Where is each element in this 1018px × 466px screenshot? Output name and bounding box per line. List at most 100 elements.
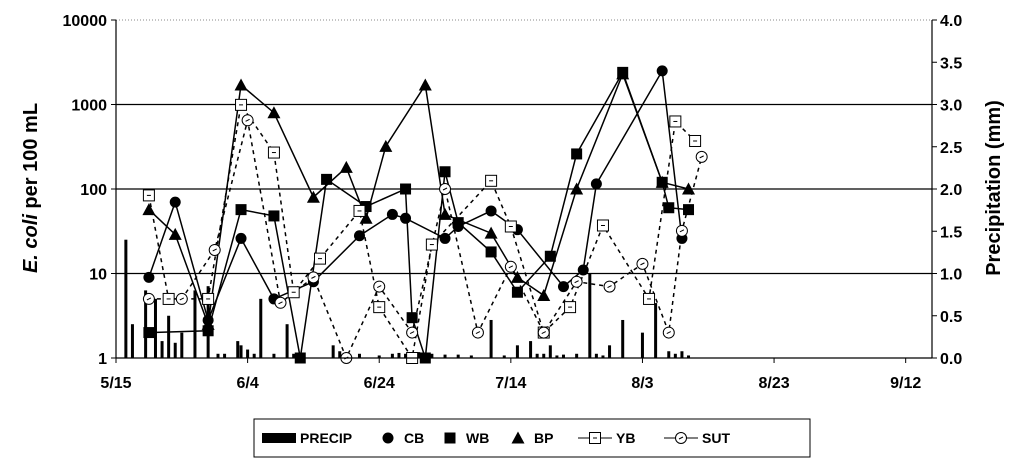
- legend-box: [253, 418, 811, 458]
- point-bp: [168, 227, 182, 240]
- x-tick-label-1: 6/4: [236, 375, 258, 392]
- series-line-cb: [148, 68, 683, 323]
- y2-tick-label-0.5: 0.5: [940, 309, 962, 326]
- point-wb: [452, 217, 464, 229]
- precip-bar: [443, 354, 447, 358]
- y2-tick-label-4.0: 4.0: [940, 13, 962, 30]
- point-sut-dash: [640, 262, 645, 266]
- precip-bar: [621, 319, 625, 358]
- series-line-yb: [148, 102, 696, 361]
- y-axis-title: E. coli per 100 mL: [20, 103, 42, 273]
- precip-bar: [430, 353, 434, 358]
- point-wb: [406, 312, 418, 324]
- point-bp: [306, 190, 320, 203]
- precip-bar: [167, 315, 171, 358]
- precip-bar: [236, 341, 240, 358]
- precip-bar: [515, 345, 519, 358]
- legend-label-wb: WB: [466, 430, 489, 446]
- point-bp: [570, 182, 584, 195]
- point-cb: [590, 178, 602, 190]
- precip-bar: [608, 345, 612, 358]
- precip-bar: [601, 355, 605, 358]
- y2-tick-label-1.5: 1.5: [940, 224, 962, 241]
- point-cb: [143, 271, 155, 283]
- precip-bar: [272, 353, 276, 358]
- gridlines: [116, 103, 932, 275]
- precip-bar: [680, 351, 684, 358]
- precip-bar: [687, 355, 691, 358]
- y2-tick-label-2.0: 2.0: [940, 182, 962, 199]
- precip-bar: [259, 298, 263, 358]
- point-bp: [359, 211, 373, 224]
- point-bp: [484, 226, 498, 239]
- point-sut-dash: [508, 265, 514, 269]
- precip-bar: [489, 319, 493, 358]
- precip-bar: [338, 351, 342, 358]
- precip-bar: [640, 332, 644, 358]
- point-wb: [511, 286, 523, 298]
- point-cb: [656, 65, 668, 77]
- precip-bar: [594, 353, 598, 358]
- point-wb: [268, 210, 280, 222]
- point-bp: [234, 78, 248, 91]
- x-tick-label-6: 9/12: [890, 375, 921, 392]
- precip-bar: [561, 354, 565, 358]
- axes: [111, 19, 937, 363]
- precip-bar: [292, 353, 296, 358]
- point-sut-dash: [442, 187, 448, 191]
- point-sut-dash: [666, 331, 671, 335]
- precip-bar: [173, 342, 177, 358]
- legend-cb-marker: [382, 432, 394, 444]
- point-sut-dash: [541, 331, 546, 335]
- point-wb: [544, 250, 556, 262]
- point-wb: [202, 325, 214, 337]
- point-sut-dash: [278, 301, 283, 305]
- point-wb: [321, 173, 333, 185]
- legend-label-precip: PRECIP: [300, 430, 352, 446]
- point-sut-dash: [311, 275, 316, 279]
- point-bp: [682, 182, 696, 195]
- point-bp: [438, 207, 452, 220]
- point-bp: [339, 160, 353, 173]
- precip-bar: [404, 353, 408, 358]
- precip-bar: [246, 349, 250, 358]
- point-wb: [571, 148, 583, 160]
- point-wb: [663, 202, 675, 214]
- point-bp: [267, 106, 281, 119]
- precip-bar: [548, 345, 552, 358]
- precip-bar: [397, 352, 401, 358]
- x-tick-label-0: 5/15: [100, 375, 131, 392]
- point-bp: [418, 78, 432, 91]
- series-markers: [142, 65, 708, 364]
- legend-wb-marker: [444, 432, 456, 444]
- x-tick-label-3: 7/14: [495, 375, 526, 392]
- precip-bar: [654, 303, 658, 358]
- point-sut-dash: [607, 285, 612, 289]
- legend-label-yb: YB: [616, 430, 635, 446]
- point-cb: [386, 208, 398, 220]
- point-wb: [143, 327, 155, 339]
- point-cb: [235, 232, 247, 244]
- precip-bar: [535, 353, 539, 358]
- point-sut-dash: [409, 331, 415, 335]
- precip-bar: [575, 353, 579, 358]
- point-sut-dash: [245, 118, 250, 122]
- precip-bar: [667, 351, 671, 358]
- precip-bar: [377, 355, 381, 358]
- legend-bp-marker: [511, 431, 525, 444]
- precip-bars: [124, 239, 691, 358]
- point-wb: [439, 166, 451, 178]
- y-tick-label-1000: 1000: [71, 98, 107, 115]
- y2-tick-label-1.0: 1.0: [940, 267, 962, 284]
- series-line-bp: [148, 71, 689, 325]
- precip-bar: [456, 354, 460, 358]
- precip-bar: [331, 345, 335, 358]
- precip-bar: [673, 353, 677, 358]
- y-tick-label-10000: 10000: [63, 13, 108, 30]
- legend-label-cb: CB: [404, 430, 424, 446]
- point-cb: [557, 281, 569, 293]
- precip-bar: [153, 298, 157, 358]
- point-bp: [201, 317, 215, 330]
- point-bp: [510, 270, 524, 283]
